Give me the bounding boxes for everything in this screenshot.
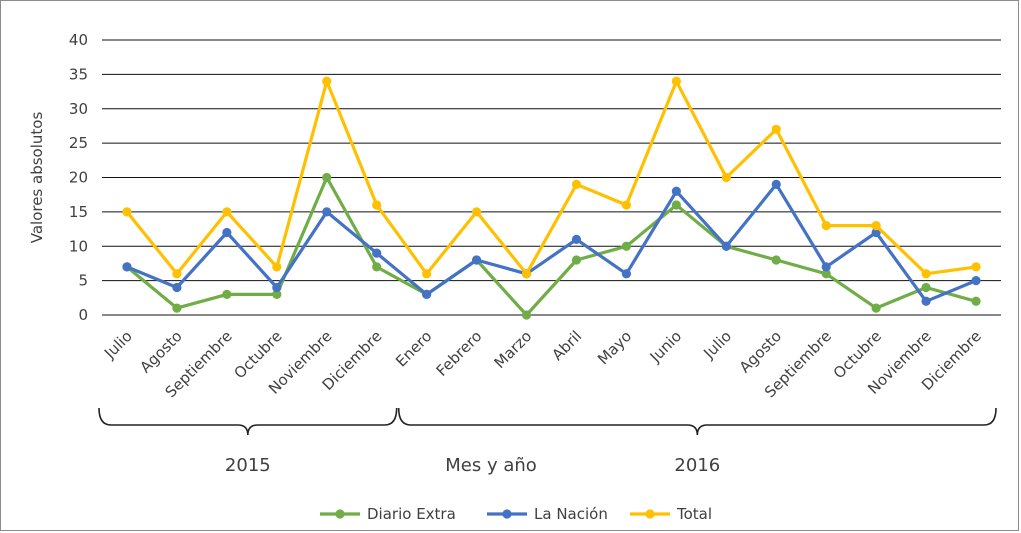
- x-tick-label: Julio: [699, 327, 735, 363]
- y-tick-label: 25: [69, 134, 88, 152]
- y-tick-label: 5: [78, 272, 88, 290]
- data-point: [621, 269, 632, 279]
- data-point: [721, 241, 731, 251]
- data-point: [821, 221, 831, 231]
- data-point: [172, 282, 182, 293]
- data-point: [222, 227, 232, 238]
- data-point: [671, 76, 681, 86]
- data-point: [422, 269, 432, 279]
- data-point: [571, 255, 582, 265]
- series-lines: [122, 76, 981, 320]
- data-point: [122, 207, 132, 217]
- legend-swatch-marker: [502, 509, 512, 519]
- legend-label: La Nación: [534, 505, 608, 523]
- data-point: [422, 289, 432, 299]
- data-point: [771, 124, 781, 134]
- series-line: [125, 79, 977, 276]
- group-bracket: [98, 407, 398, 436]
- data-point: [821, 269, 831, 279]
- data-point: [971, 262, 981, 272]
- x-axis-title: Mes y año: [445, 455, 537, 476]
- data-point: [122, 262, 132, 272]
- data-point: [971, 276, 981, 286]
- x-tick-label: Marzo: [491, 327, 536, 372]
- data-point: [322, 172, 332, 183]
- data-point: [621, 241, 632, 251]
- data-point: [671, 200, 681, 210]
- data-point: [821, 262, 831, 272]
- data-point: [771, 179, 781, 189]
- x-tick-label: Junio: [646, 327, 685, 366]
- legend-swatch-marker: [335, 509, 345, 519]
- data-point: [871, 221, 881, 231]
- y-axis-title: Valores absolutos: [28, 112, 46, 244]
- x-tick-label: Mayo: [594, 327, 635, 368]
- data-point: [372, 262, 382, 272]
- group-label: 2015: [225, 455, 271, 476]
- data-point: [671, 186, 681, 196]
- y-tick-label: 40: [69, 31, 88, 49]
- data-point: [871, 303, 881, 313]
- y-axis-ticks: 0 5 10 15 20 25 30 35 40: [69, 31, 88, 324]
- data-point: [471, 255, 482, 265]
- data-point: [921, 269, 931, 279]
- data-point: [372, 248, 382, 258]
- data-point: [771, 255, 781, 265]
- gridlines: [102, 39, 1001, 316]
- data-point: [971, 296, 981, 306]
- data-point: [222, 289, 232, 299]
- data-point: [372, 200, 382, 210]
- data-point: [471, 207, 482, 217]
- data-point: [272, 262, 282, 272]
- x-tick-label: Febrero: [433, 327, 486, 380]
- legend-swatch-marker: [645, 509, 655, 519]
- data-point: [521, 269, 532, 279]
- data-point: [172, 303, 182, 313]
- data-point: [921, 296, 931, 306]
- y-tick-label: 30: [69, 100, 88, 118]
- legend-label: Total: [676, 505, 712, 523]
- series-line: [126, 182, 977, 303]
- legend-item: La Nación: [487, 505, 608, 523]
- series-total: [122, 76, 981, 279]
- y-tick-label: 0: [78, 306, 88, 324]
- data-point: [322, 207, 332, 217]
- data-point: [871, 227, 881, 238]
- data-point: [721, 172, 731, 183]
- x-tick-label: Agosto: [136, 327, 185, 376]
- data-point: [272, 282, 282, 293]
- x-axis-ticks: Julio AgostoSeptiembreOctubreNoviembreDic…: [100, 327, 985, 401]
- legend-item: Total: [630, 505, 712, 523]
- data-point: [222, 207, 232, 217]
- data-point: [172, 269, 182, 279]
- group-bracket: [397, 407, 997, 436]
- legend-item: Diario Extra: [320, 505, 456, 523]
- x-tick-label: Abril: [548, 327, 585, 364]
- year-groups: 2015 2016: [98, 407, 997, 476]
- legend: Diario Extra La Nación Total: [320, 505, 712, 523]
- data-point: [272, 289, 282, 299]
- legend-label: Diario Extra: [367, 505, 456, 523]
- data-point: [571, 179, 582, 189]
- data-point: [621, 200, 632, 210]
- data-point: [521, 310, 532, 320]
- y-tick-label: 15: [69, 203, 88, 221]
- data-point: [571, 234, 582, 244]
- y-tick-label: 20: [69, 169, 88, 187]
- y-tick-label: 35: [69, 65, 88, 83]
- group-label: 2016: [674, 455, 720, 476]
- series-line: [125, 175, 977, 317]
- x-tick-label: Julio: [100, 327, 136, 363]
- x-tick-label: Enero: [392, 327, 435, 370]
- data-point: [921, 282, 931, 293]
- x-tick-label: Agosto: [736, 327, 785, 376]
- data-point: [322, 76, 332, 86]
- y-tick-label: 10: [69, 237, 88, 255]
